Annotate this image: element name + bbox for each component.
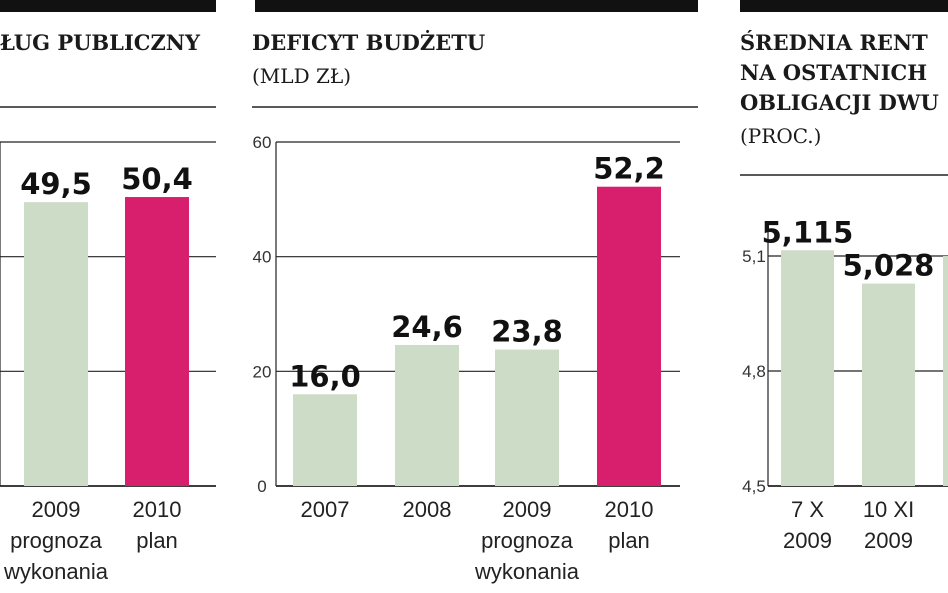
category-label: 2009: [783, 528, 832, 553]
value-label: 50,4: [121, 162, 193, 196]
y-tick-label: 40: [253, 248, 272, 267]
y-tick-label: 20: [253, 362, 272, 381]
category-label: 2008: [403, 497, 452, 522]
bar: [597, 186, 661, 486]
y-tick-label: 4,5: [742, 477, 766, 496]
bar: [293, 394, 357, 486]
bar: [24, 202, 88, 486]
header-bar-2: [255, 0, 698, 12]
header-bar-1: [0, 0, 216, 12]
value-label: 24,6: [391, 310, 463, 344]
bar: [862, 283, 915, 486]
y-tick-label: 60: [253, 133, 272, 152]
category-label: 10 XI: [863, 497, 914, 522]
category-label: 2009: [503, 497, 552, 522]
category-label: 2010: [605, 497, 654, 522]
panel3-unit: (PROC.): [740, 124, 821, 148]
value-label: 5,115: [762, 215, 854, 249]
bar: [943, 256, 948, 486]
category-label: prognoza: [481, 528, 574, 553]
category-label: 2007: [301, 497, 350, 522]
category-label: plan: [608, 528, 650, 553]
panel2-title: DEFICYT BUDŻETU: [252, 30, 485, 55]
header-bar-3: [740, 0, 948, 12]
category-label: prognoza: [10, 528, 103, 553]
panel3-title-line1: ŚREDNIA RENT: [740, 30, 928, 55]
y-tick-label: 4,8: [742, 362, 766, 381]
bar: [495, 349, 559, 486]
value-label: 49,5: [20, 167, 92, 201]
category-label: wykonania: [3, 559, 109, 584]
panel1-title: ŁUG PUBLICZNY: [0, 30, 201, 55]
value-label: 23,8: [491, 315, 563, 349]
category-label: 2009: [32, 497, 81, 522]
value-label: 52,2: [593, 152, 665, 186]
category-label: plan: [136, 528, 178, 553]
bar: [395, 344, 459, 486]
value-label: 16,0: [289, 359, 361, 393]
bar: [781, 250, 834, 486]
panel2-chart: 0 20 40 60 16,0 2007 24,6 2008 23,8 2009 prognoza w…: [253, 133, 680, 584]
panel3-title-line3: OBLIGACJI DWU: [740, 90, 939, 115]
category-label: wykonania: [474, 559, 580, 584]
value-label: 5,028: [843, 249, 935, 283]
category-label: 2009: [864, 528, 913, 553]
panel3-title-line2: NA OSTATNICH: [740, 60, 927, 85]
bar: [125, 197, 189, 487]
y-tick-label: 0: [257, 477, 266, 496]
category-label: 2010: [133, 497, 182, 522]
panel2-unit: (MLD ZŁ): [252, 64, 351, 88]
y-tick-label: 5,1: [742, 247, 766, 266]
category-label: 7 X: [791, 497, 824, 522]
panel1-chart: 49,5 2009 prognoza wykonania 50,4 2010 plan: [0, 141, 216, 584]
